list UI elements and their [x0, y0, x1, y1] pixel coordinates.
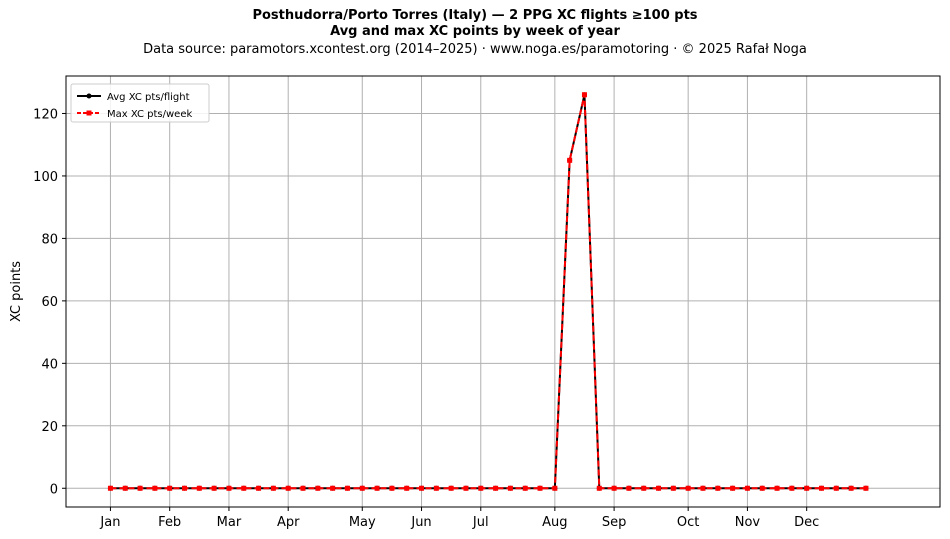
x-tick-label: Jul — [472, 515, 489, 530]
x-axis: Jan Feb Mar Apr May Jun Jul Aug Sep Oct Nov Dec — [99, 507, 819, 530]
x-tick-label: Jun — [410, 515, 431, 530]
data-point — [596, 485, 602, 491]
data-point — [537, 485, 543, 491]
legend-label: Avg XC pts/flight — [107, 92, 190, 103]
data-point — [670, 485, 676, 491]
data-point — [789, 485, 795, 491]
data-point — [567, 157, 573, 163]
data-point — [759, 485, 765, 491]
data-point — [848, 485, 854, 491]
y-tick-label: 0 — [50, 482, 58, 497]
data-point — [818, 485, 824, 491]
data-point — [344, 485, 350, 491]
series-max — [107, 92, 869, 491]
data-point — [774, 485, 780, 491]
data-point — [522, 485, 528, 491]
data-point — [256, 485, 262, 491]
y-tick-label: 120 — [33, 107, 58, 122]
data-point — [226, 485, 232, 491]
data-point — [552, 485, 558, 491]
chart-subtitle: Avg and max XC points by week of year — [330, 24, 620, 39]
data-point — [404, 485, 410, 491]
data-point — [641, 485, 647, 491]
data-point — [626, 485, 632, 491]
data-point — [700, 485, 706, 491]
data-point — [374, 485, 380, 491]
x-tick-label: May — [349, 515, 376, 530]
series-line — [110, 93, 866, 490]
x-tick-label: Dec — [794, 515, 819, 530]
x-tick-label: Aug — [542, 515, 567, 530]
data-point — [863, 485, 869, 491]
legend-box — [70, 83, 210, 123]
data-point — [196, 485, 202, 491]
legend-label: Max XC pts/week — [107, 109, 192, 120]
data-point — [685, 485, 691, 491]
data-point — [122, 485, 128, 491]
chart-source: Data source: paramotors.xcontest.org (20… — [143, 42, 807, 57]
x-tick-label: Oct — [677, 515, 699, 530]
chart-title: Posthudorra/Porto Torres (Italy) — 2 PPG… — [252, 8, 698, 23]
data-point — [330, 485, 336, 491]
legend: Avg XC pts/flight Max XC pts/week — [70, 83, 210, 123]
y-tick-label: 40 — [41, 357, 58, 372]
data-point — [241, 485, 247, 491]
data-point — [463, 485, 469, 491]
data-point — [833, 485, 839, 491]
data-point — [107, 485, 113, 491]
data-point — [715, 485, 721, 491]
data-point — [804, 485, 810, 491]
data-point — [611, 485, 617, 491]
data-point — [730, 485, 736, 491]
data-point — [433, 485, 439, 491]
legend-marker — [86, 110, 92, 116]
legend-marker — [86, 93, 92, 99]
x-tick-label: Apr — [277, 515, 300, 530]
data-point — [315, 485, 321, 491]
data-point — [152, 485, 158, 491]
series-avg — [107, 92, 869, 491]
x-tick-label: Jan — [99, 515, 120, 530]
x-tick-label: Feb — [158, 515, 181, 530]
data-point — [270, 485, 276, 491]
data-point — [581, 92, 587, 98]
data-point — [389, 485, 395, 491]
data-point — [478, 485, 484, 491]
data-point — [744, 485, 750, 491]
data-point — [448, 485, 454, 491]
series-line — [110, 93, 866, 490]
data-point — [285, 485, 291, 491]
data-point — [419, 485, 425, 491]
data-point — [493, 485, 499, 491]
data-point — [137, 485, 143, 491]
grid-lines — [66, 76, 940, 507]
series-layer — [107, 92, 869, 491]
x-tick-label: Mar — [217, 515, 242, 530]
y-tick-label: 60 — [41, 295, 58, 310]
y-tick-label: 80 — [41, 232, 58, 247]
x-tick-label: Sep — [602, 515, 627, 530]
y-tick-label: 20 — [41, 420, 58, 435]
y-tick-label: 100 — [33, 170, 58, 185]
x-tick-label: Nov — [735, 515, 761, 530]
data-point — [300, 485, 306, 491]
data-point — [359, 485, 365, 491]
data-point — [182, 485, 188, 491]
chart-titles: Posthudorra/Porto Torres (Italy) — 2 PPG… — [0, 8, 950, 58]
y-axis: 0 20 40 60 80 100 120 — [33, 107, 66, 497]
data-point — [167, 485, 173, 491]
plot-frame — [65, 75, 941, 508]
y-axis-label: XC points — [9, 261, 24, 322]
data-point — [211, 485, 217, 491]
data-point — [507, 485, 513, 491]
data-point — [656, 485, 662, 491]
